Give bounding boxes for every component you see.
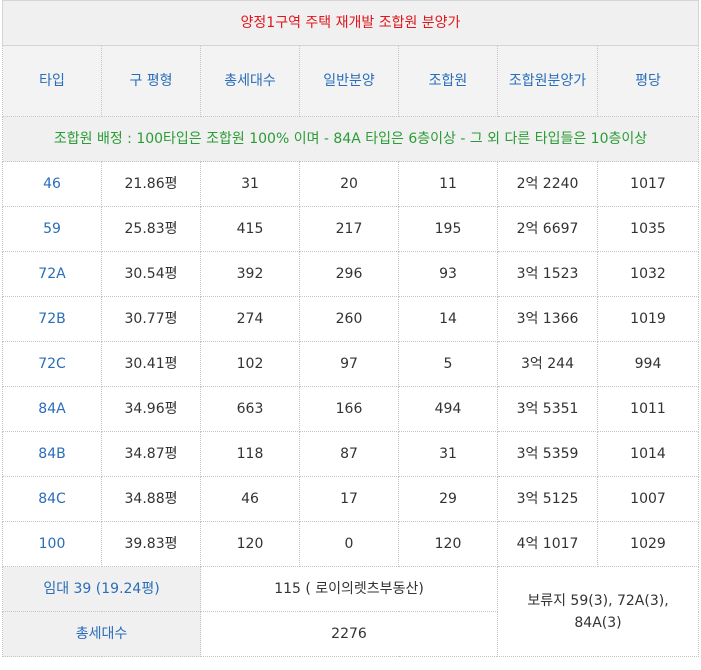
- cell-per-pyeong: 994: [597, 341, 699, 387]
- table-row: 59 25.83평 415 217 195 2억 6697 1035: [2, 206, 699, 252]
- cell-total-units: 31: [200, 161, 300, 207]
- cell-total-units: 46: [200, 476, 300, 522]
- cell-member-price: 3억 5359: [497, 431, 598, 477]
- cell-old-size: 21.86평: [101, 161, 201, 207]
- cell-per-pyeong: 1035: [597, 206, 699, 252]
- rental-value: 115 ( 로이의렛츠부동산): [200, 566, 498, 612]
- cell-general-sale: 17: [299, 476, 399, 522]
- table-row: 84B 34.87평 118 87 31 3억 5359 1014: [2, 431, 699, 477]
- cell-general-sale: 166: [299, 386, 399, 432]
- cell-total-units: 118: [200, 431, 300, 477]
- cell-general-sale: 97: [299, 341, 399, 387]
- header-old-size: 구 평형: [101, 45, 201, 117]
- cell-members: 120: [398, 521, 498, 567]
- cell-member-price: 3억 5125: [497, 476, 598, 522]
- sale-price-table: 양정1구역 주택 재개발 조합원 분양가 타입 구 평형 총세대수 일반분양 조…: [2, 0, 699, 657]
- cell-general-sale: 260: [299, 296, 399, 342]
- cell-type: 84C: [2, 476, 102, 522]
- cell-members: 93: [398, 251, 498, 297]
- cell-general-sale: 20: [299, 161, 399, 207]
- cell-per-pyeong: 1032: [597, 251, 699, 297]
- cell-members: 14: [398, 296, 498, 342]
- total-label: 총세대수: [2, 611, 201, 657]
- table-row: 84A 34.96평 663 166 494 3억 5351 1011: [2, 386, 699, 432]
- cell-total-units: 415: [200, 206, 300, 252]
- cell-total-units: 102: [200, 341, 300, 387]
- cell-old-size: 34.88평: [101, 476, 201, 522]
- cell-member-price: 4억 1017: [497, 521, 598, 567]
- cell-old-size: 34.96평: [101, 386, 201, 432]
- cell-per-pyeong: 1019: [597, 296, 699, 342]
- cell-per-pyeong: 1011: [597, 386, 699, 432]
- header-member-price: 조합원분양가: [497, 45, 598, 117]
- cell-general-sale: 217: [299, 206, 399, 252]
- table-row: 84C 34.88평 46 17 29 3억 5125 1007: [2, 476, 699, 522]
- cell-total-units: 120: [200, 521, 300, 567]
- cell-total-units: 392: [200, 251, 300, 297]
- header-per-pyeong: 평당: [597, 45, 699, 117]
- cell-general-sale: 296: [299, 251, 399, 297]
- cell-per-pyeong: 1029: [597, 521, 699, 567]
- cell-member-price: 3억 244: [497, 341, 598, 387]
- cell-members: 195: [398, 206, 498, 252]
- allocation-note: 조합원 배정 : 100타입은 조합원 100% 이며 - 84A 타입은 6층…: [2, 116, 699, 162]
- table-row: 72A 30.54평 392 296 93 3억 1523 1032: [2, 251, 699, 297]
- cell-type: 72C: [2, 341, 102, 387]
- total-value: 2276: [200, 611, 498, 657]
- cell-total-units: 663: [200, 386, 300, 432]
- rental-label: 임대 39 (19.24평): [2, 566, 201, 612]
- total-row: 총세대수 2276: [2, 611, 699, 657]
- cell-type: 59: [2, 206, 102, 252]
- cell-per-pyeong: 1017: [597, 161, 699, 207]
- cell-old-size: 30.41평: [101, 341, 201, 387]
- cell-member-price: 3억 5351: [497, 386, 598, 432]
- cell-old-size: 39.83평: [101, 521, 201, 567]
- cell-old-size: 30.54평: [101, 251, 201, 297]
- cell-type: 84A: [2, 386, 102, 432]
- cell-type: 100: [2, 521, 102, 567]
- reserve-note: 보류지 59(3), 72A(3), 84A(3): [497, 566, 699, 657]
- cell-member-price: 2억 2240: [497, 161, 598, 207]
- header-type: 타입: [2, 45, 102, 117]
- cell-type: 72A: [2, 251, 102, 297]
- cell-member-price: 2억 6697: [497, 206, 598, 252]
- header-general-sale: 일반분양: [299, 45, 399, 117]
- cell-type: 84B: [2, 431, 102, 477]
- cell-type: 72B: [2, 296, 102, 342]
- cell-members: 31: [398, 431, 498, 477]
- table-row: 72C 30.41평 102 97 5 3억 244 994: [2, 341, 699, 387]
- table-header-row: 타입 구 평형 총세대수 일반분양 조합원 조합원분양가 평당: [2, 45, 699, 117]
- table-row: 100 39.83평 120 0 120 4억 1017 1029: [2, 521, 699, 567]
- allocation-note-row: 조합원 배정 : 100타입은 조합원 100% 이며 - 84A 타입은 6층…: [2, 116, 699, 162]
- table-title-row: 양정1구역 주택 재개발 조합원 분양가: [2, 0, 699, 46]
- cell-members: 494: [398, 386, 498, 432]
- cell-per-pyeong: 1007: [597, 476, 699, 522]
- table-title: 양정1구역 주택 재개발 조합원 분양가: [2, 0, 699, 46]
- cell-member-price: 3억 1523: [497, 251, 598, 297]
- header-members: 조합원: [398, 45, 498, 117]
- cell-member-price: 3억 1366: [497, 296, 598, 342]
- cell-members: 5: [398, 341, 498, 387]
- cell-old-size: 25.83평: [101, 206, 201, 252]
- cell-old-size: 30.77평: [101, 296, 201, 342]
- rental-row: 임대 39 (19.24평) 115 ( 로이의렛츠부동산) 보류지 59(3)…: [2, 566, 699, 657]
- table-row: 46 21.86평 31 20 11 2억 2240 1017: [2, 161, 699, 207]
- cell-type: 46: [2, 161, 102, 207]
- cell-per-pyeong: 1014: [597, 431, 699, 477]
- table-row: 72B 30.77평 274 260 14 3억 1366 1019: [2, 296, 699, 342]
- cell-total-units: 274: [200, 296, 300, 342]
- cell-members: 29: [398, 476, 498, 522]
- cell-general-sale: 87: [299, 431, 399, 477]
- header-total-units: 총세대수: [200, 45, 300, 117]
- cell-members: 11: [398, 161, 498, 207]
- cell-old-size: 34.87평: [101, 431, 201, 477]
- cell-general-sale: 0: [299, 521, 399, 567]
